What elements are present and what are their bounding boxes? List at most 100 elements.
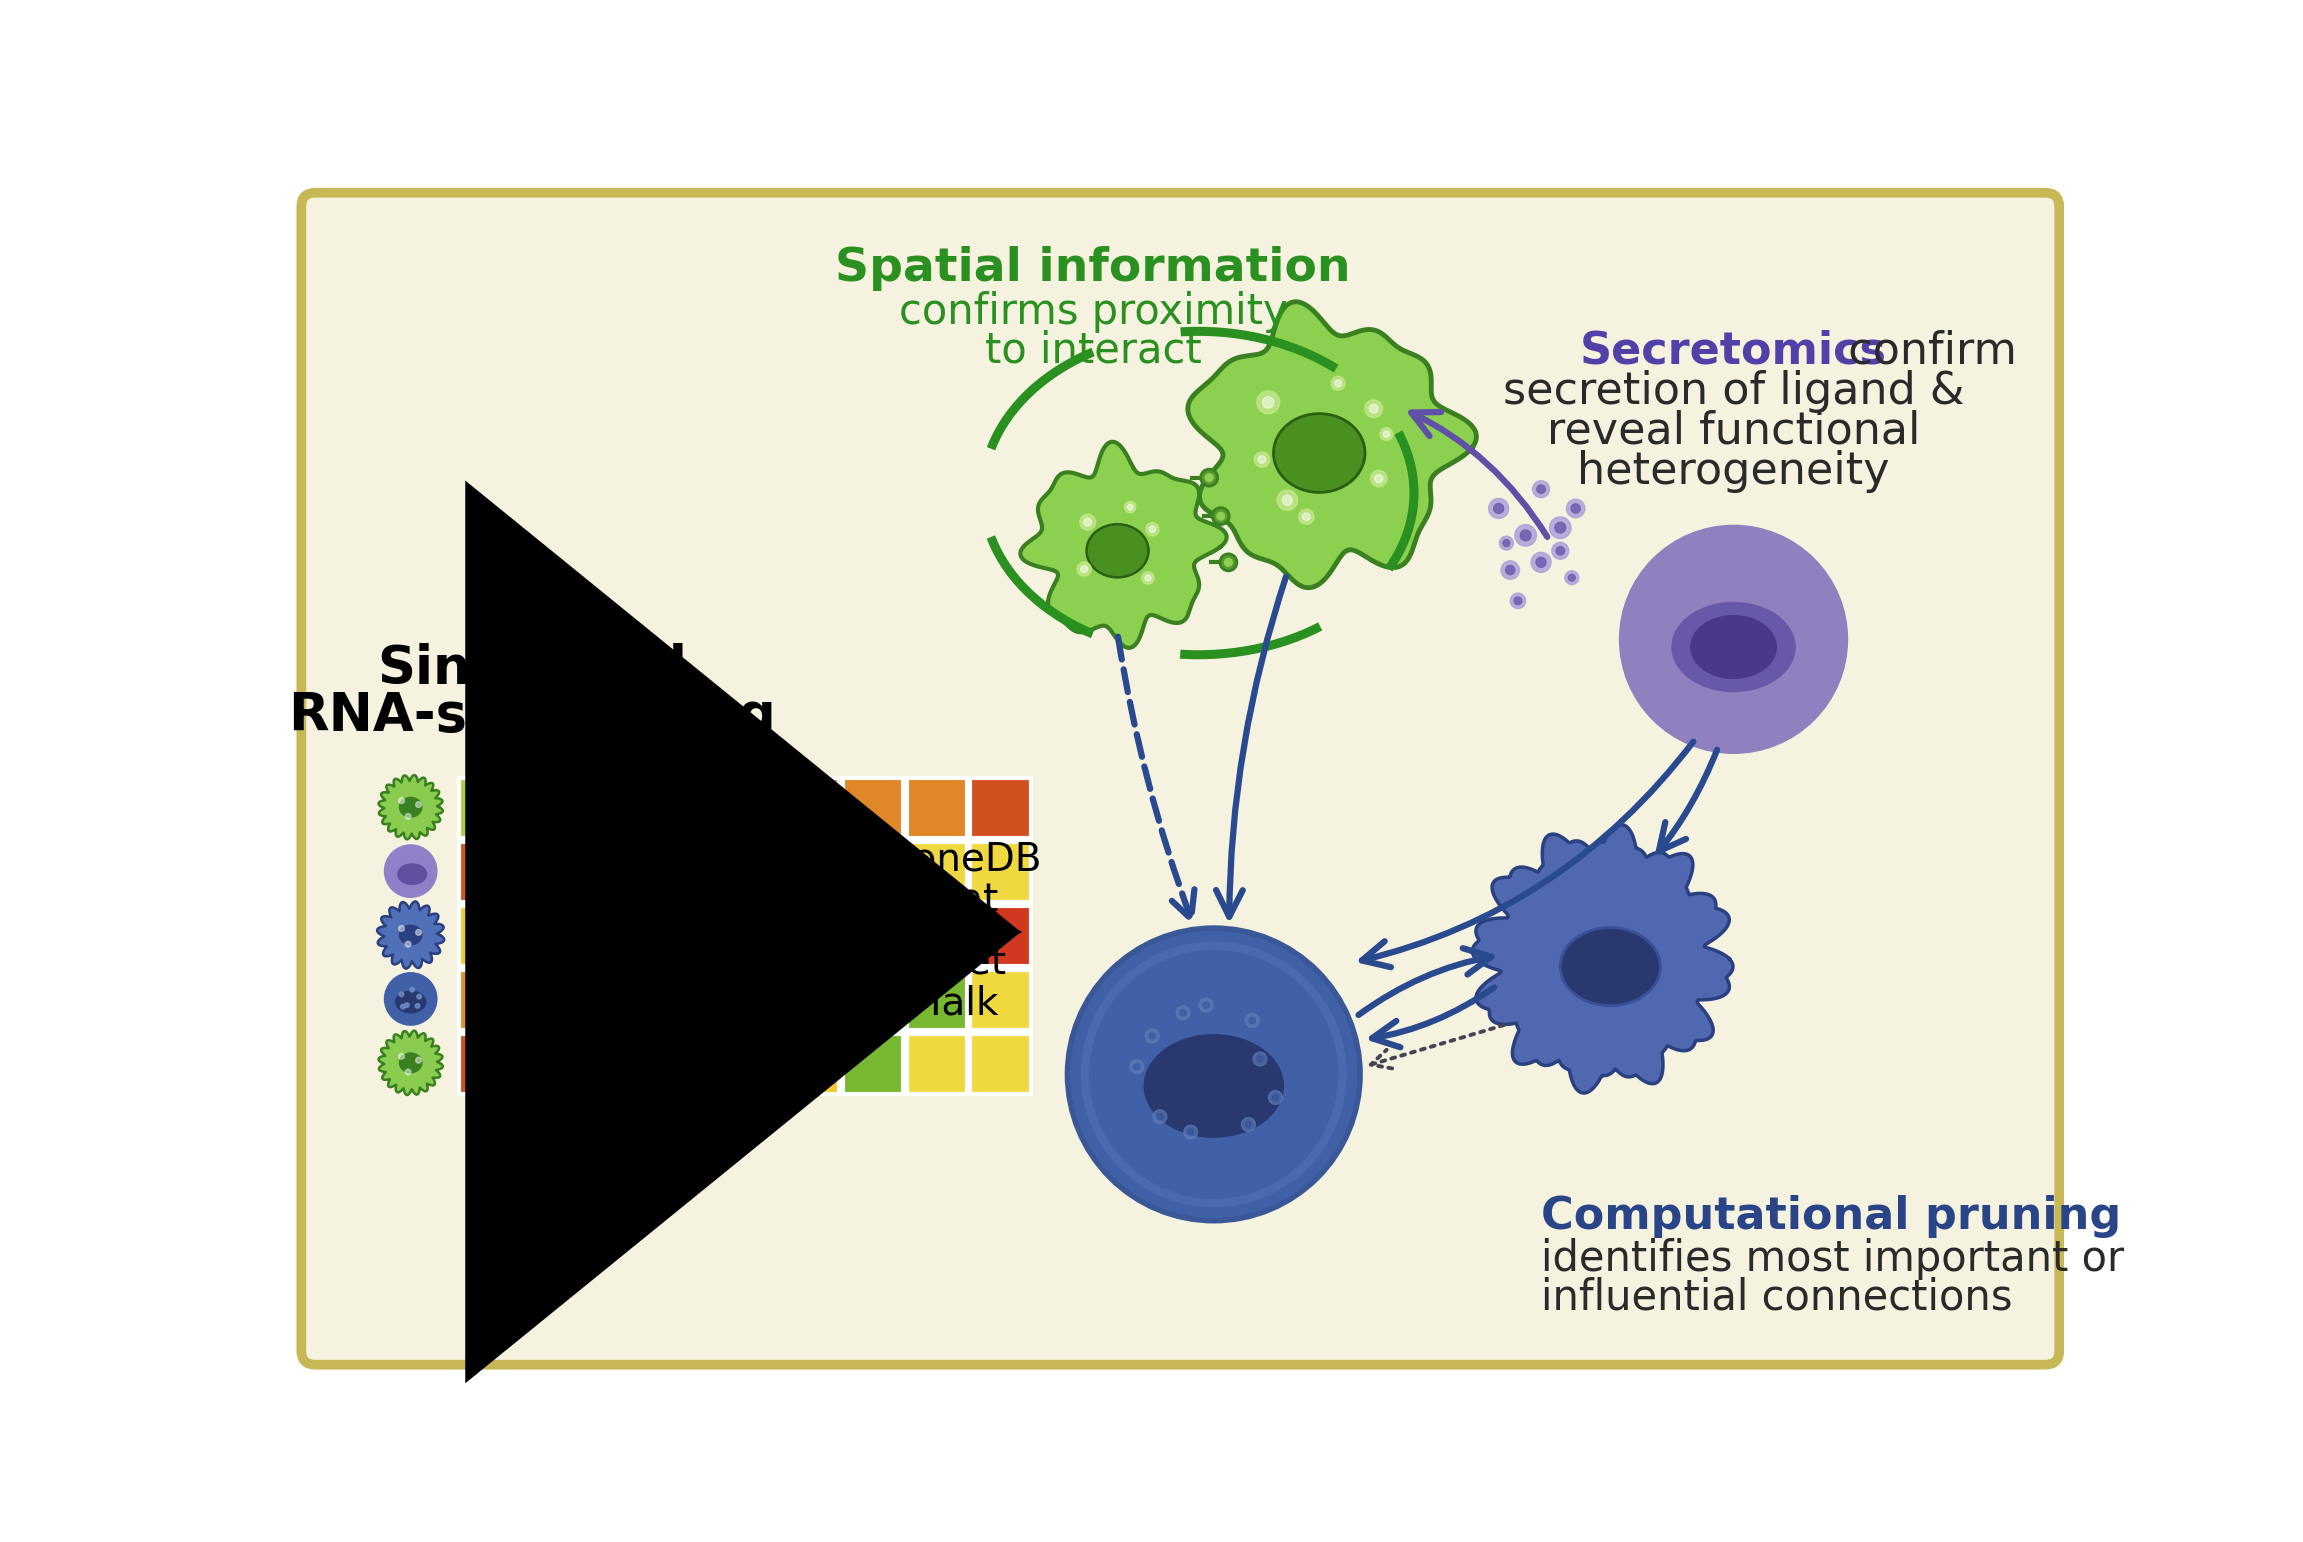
Circle shape xyxy=(1149,1033,1156,1039)
Text: CytoTalk: CytoTalk xyxy=(836,984,1000,1022)
Circle shape xyxy=(385,973,438,1025)
Text: confirms proximity: confirms proximity xyxy=(898,291,1287,333)
Circle shape xyxy=(415,1058,421,1062)
Circle shape xyxy=(1216,512,1225,520)
Circle shape xyxy=(1552,543,1568,560)
Circle shape xyxy=(1211,507,1230,524)
Ellipse shape xyxy=(398,797,421,817)
Circle shape xyxy=(1531,552,1550,572)
Circle shape xyxy=(1145,523,1158,537)
Circle shape xyxy=(405,1069,410,1075)
Circle shape xyxy=(1504,540,1511,546)
Circle shape xyxy=(1154,1110,1168,1124)
Ellipse shape xyxy=(1087,524,1149,577)
Text: Spatial information: Spatial information xyxy=(836,245,1350,291)
Circle shape xyxy=(1370,470,1386,487)
Bar xyxy=(523,905,583,965)
Bar xyxy=(907,970,967,1030)
Bar xyxy=(587,905,647,965)
Circle shape xyxy=(1124,501,1135,513)
Polygon shape xyxy=(1020,443,1227,648)
FancyBboxPatch shape xyxy=(302,193,2059,1365)
Bar xyxy=(970,905,1029,965)
Circle shape xyxy=(1488,498,1508,518)
Circle shape xyxy=(1555,523,1566,534)
Bar xyxy=(652,842,712,902)
Circle shape xyxy=(415,1004,419,1008)
Bar xyxy=(970,842,1029,902)
Circle shape xyxy=(1255,452,1269,467)
Bar xyxy=(587,970,647,1030)
Circle shape xyxy=(1370,404,1377,413)
Circle shape xyxy=(1262,396,1274,409)
Bar xyxy=(652,970,712,1030)
Circle shape xyxy=(1379,427,1393,441)
Circle shape xyxy=(1336,379,1343,387)
Circle shape xyxy=(1257,392,1280,413)
Circle shape xyxy=(1128,504,1133,510)
Bar xyxy=(587,779,647,837)
Bar xyxy=(652,779,712,837)
Circle shape xyxy=(1536,484,1545,493)
Circle shape xyxy=(1384,430,1389,438)
Circle shape xyxy=(385,845,438,897)
Bar xyxy=(907,842,967,902)
Ellipse shape xyxy=(396,992,426,1013)
Bar xyxy=(778,842,838,902)
Circle shape xyxy=(1511,594,1525,609)
Circle shape xyxy=(415,930,421,936)
Circle shape xyxy=(1495,503,1504,513)
Polygon shape xyxy=(378,1030,442,1095)
Circle shape xyxy=(1299,509,1315,524)
Bar xyxy=(523,842,583,902)
Bar xyxy=(714,842,774,902)
Bar xyxy=(458,1033,518,1093)
Ellipse shape xyxy=(1145,1035,1283,1136)
Circle shape xyxy=(1188,1129,1193,1135)
Circle shape xyxy=(1184,1126,1198,1140)
Polygon shape xyxy=(378,776,442,839)
Text: reveal functional: reveal functional xyxy=(1548,410,1921,453)
Circle shape xyxy=(1271,1095,1278,1101)
Text: CellPhoneDB: CellPhoneDB xyxy=(792,840,1041,879)
Bar xyxy=(907,905,967,965)
Bar xyxy=(458,779,518,837)
Text: influential connections: influential connections xyxy=(1541,1277,2013,1318)
Circle shape xyxy=(1080,513,1096,530)
Text: Single-cell: Single-cell xyxy=(378,643,686,694)
Bar xyxy=(970,779,1029,837)
Ellipse shape xyxy=(398,864,426,885)
Bar xyxy=(714,779,774,837)
Circle shape xyxy=(410,987,415,992)
Bar xyxy=(587,842,647,902)
Circle shape xyxy=(1303,513,1310,521)
Text: heterogeneity: heterogeneity xyxy=(1578,450,1891,493)
Ellipse shape xyxy=(1672,603,1794,691)
Circle shape xyxy=(1204,473,1214,481)
Circle shape xyxy=(1133,1064,1140,1070)
Circle shape xyxy=(405,1002,410,1007)
Circle shape xyxy=(1248,1018,1255,1024)
Ellipse shape xyxy=(1561,928,1660,1005)
Circle shape xyxy=(1571,504,1580,513)
Bar xyxy=(714,970,774,1030)
Ellipse shape xyxy=(398,1053,421,1073)
Circle shape xyxy=(1499,537,1513,550)
Circle shape xyxy=(1506,566,1515,575)
Bar xyxy=(714,905,774,965)
Circle shape xyxy=(1221,554,1237,571)
Circle shape xyxy=(1366,399,1382,418)
Bar xyxy=(907,779,967,837)
Bar xyxy=(523,1033,583,1093)
Bar xyxy=(843,970,903,1030)
Circle shape xyxy=(1375,475,1382,483)
Circle shape xyxy=(1536,557,1545,567)
Bar xyxy=(458,905,518,965)
Circle shape xyxy=(1177,1005,1191,1019)
Bar xyxy=(970,970,1029,1030)
Circle shape xyxy=(1515,524,1536,546)
Polygon shape xyxy=(852,917,1020,945)
Bar xyxy=(843,905,903,965)
Circle shape xyxy=(1253,1052,1267,1066)
Circle shape xyxy=(1257,456,1267,463)
